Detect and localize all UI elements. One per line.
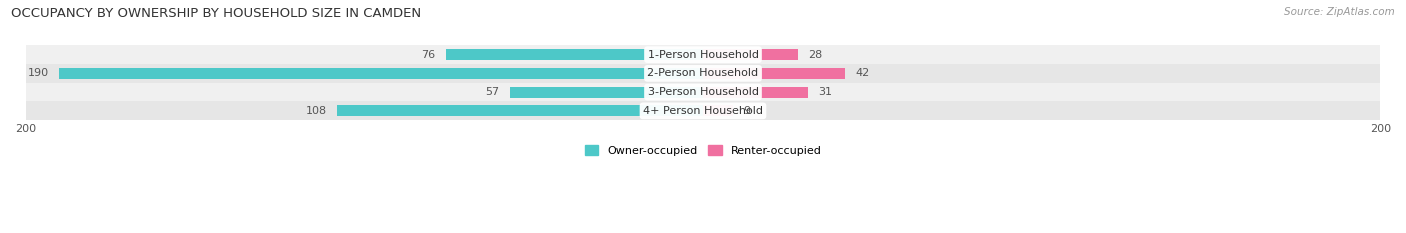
Text: 9: 9	[744, 106, 751, 116]
Bar	[25, 45, 1381, 64]
Bar	[25, 83, 1381, 102]
Text: 76: 76	[422, 50, 436, 60]
Text: 108: 108	[307, 106, 328, 116]
Text: 28: 28	[808, 50, 823, 60]
Text: 31: 31	[818, 87, 832, 97]
Bar	[59, 68, 703, 79]
Legend: Owner-occupied, Renter-occupied: Owner-occupied, Renter-occupied	[585, 145, 821, 156]
Text: 4+ Person Household: 4+ Person Household	[643, 106, 763, 116]
Bar	[25, 102, 1381, 120]
Text: 1-Person Household: 1-Person Household	[648, 50, 758, 60]
Text: Source: ZipAtlas.com: Source: ZipAtlas.com	[1284, 7, 1395, 17]
Text: 42: 42	[855, 69, 870, 78]
Bar	[703, 87, 808, 98]
Text: 190: 190	[28, 69, 49, 78]
Bar	[25, 64, 1381, 83]
Bar	[703, 49, 797, 60]
Bar	[446, 49, 703, 60]
Bar	[703, 105, 734, 116]
Text: OCCUPANCY BY OWNERSHIP BY HOUSEHOLD SIZE IN CAMDEN: OCCUPANCY BY OWNERSHIP BY HOUSEHOLD SIZE…	[11, 7, 422, 20]
Bar	[337, 105, 703, 116]
Text: 57: 57	[485, 87, 499, 97]
Text: 3-Person Household: 3-Person Household	[648, 87, 758, 97]
Text: 2-Person Household: 2-Person Household	[647, 69, 759, 78]
Bar	[703, 68, 845, 79]
Bar	[510, 87, 703, 98]
